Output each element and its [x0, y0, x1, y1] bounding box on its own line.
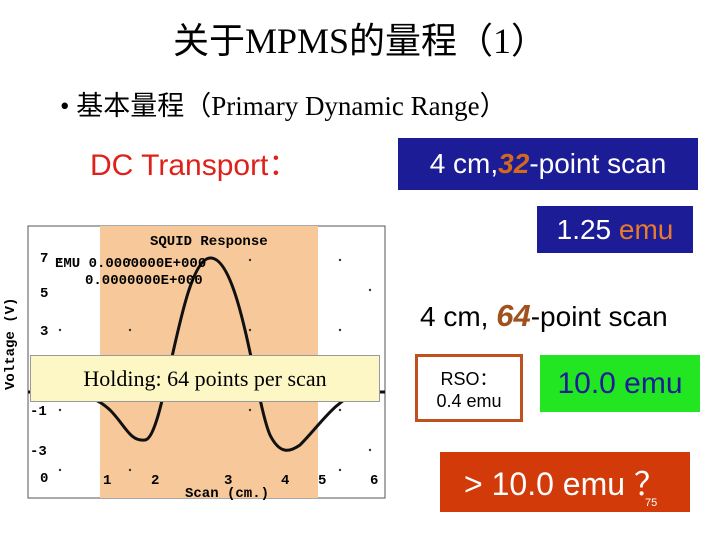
text: RSO：: [440, 368, 498, 389]
text: -point scan: [529, 148, 667, 179]
page-number: 75: [645, 497, 658, 509]
x-tick-label: 4: [281, 473, 289, 489]
emu-over-box: > 10.0 emu ？: [440, 452, 690, 512]
x-tick-label: 6: [370, 473, 378, 489]
title: 关于MPMS的量程（1）: [172, 21, 548, 61]
x-tick-label: 5: [318, 473, 326, 489]
text: 0.4 emu: [436, 390, 502, 411]
text: 4 cm,: [420, 301, 497, 332]
text: 4 cm,: [429, 148, 499, 179]
y-tick-label: -1: [30, 404, 47, 420]
x-tick-label: 3: [224, 473, 232, 489]
text: 1.25: [556, 213, 612, 245]
emu10-box: 10.0 emu: [540, 355, 700, 412]
bullet: • 基本量程（Primary Dynamic Range）: [60, 91, 507, 121]
scan32-box: 4 cm, 32 -point scan: [398, 138, 698, 190]
scan64-line: 4 cm, 64-point scan: [420, 298, 668, 334]
text: 32: [498, 148, 530, 179]
text: 64: [496, 298, 531, 333]
y-tick-label: 3: [40, 324, 48, 340]
y-tick-label: 5: [40, 286, 48, 302]
grid-dots: [58, 258, 372, 472]
y-axis-label: Voltage (V): [3, 298, 19, 390]
x-tick-label: 2: [151, 473, 159, 489]
curve: [27, 256, 385, 452]
text: -point scan: [530, 301, 668, 332]
plot-title: SQUID Response: [150, 234, 268, 250]
dc-transport: DC Transport：: [90, 149, 299, 182]
y-tick-label: 7: [40, 251, 48, 267]
emu-label: EMU 0.0000000E+000: [55, 256, 206, 272]
holding-box: Holding: 64 points per scan: [30, 355, 380, 402]
x-tick-label: 1: [103, 473, 111, 489]
emu-label: 0.0000000E+000: [85, 273, 203, 289]
y-tick-label: 0: [40, 471, 48, 487]
rso-box: RSO： 0.4 emu: [415, 354, 523, 422]
y-tick-label: -3: [30, 444, 47, 460]
x-axis-label: Scan (cm.): [185, 486, 269, 502]
emu125-box: 1.25 emu: [537, 206, 693, 253]
text: emu: [611, 213, 674, 245]
